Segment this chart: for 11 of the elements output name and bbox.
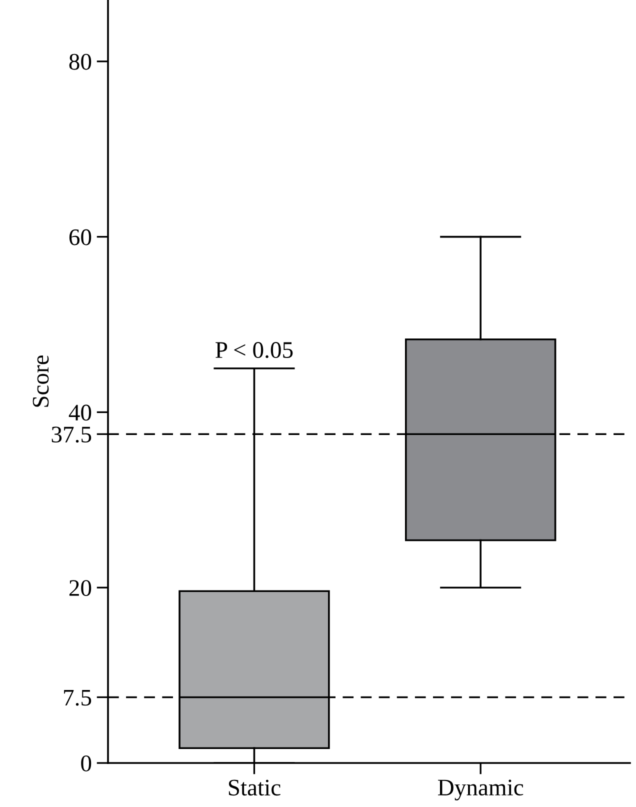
x-tick-label: Static xyxy=(228,780,280,796)
y-axis-title: Score xyxy=(32,355,49,407)
y-tick-label: 20 xyxy=(69,580,92,596)
annotation: P < 0.05 xyxy=(216,342,293,358)
y-tick-label: 0 xyxy=(81,755,92,772)
x-tick-label: Dynamic xyxy=(438,780,524,800)
y-tick-label: 40 xyxy=(68,404,92,421)
y-tick-label: 80 xyxy=(69,54,92,70)
y-tick-label: 60 xyxy=(69,229,92,246)
y-tick-label: 7.5 xyxy=(64,690,92,706)
y-tick-label: 37.5 xyxy=(52,426,92,443)
